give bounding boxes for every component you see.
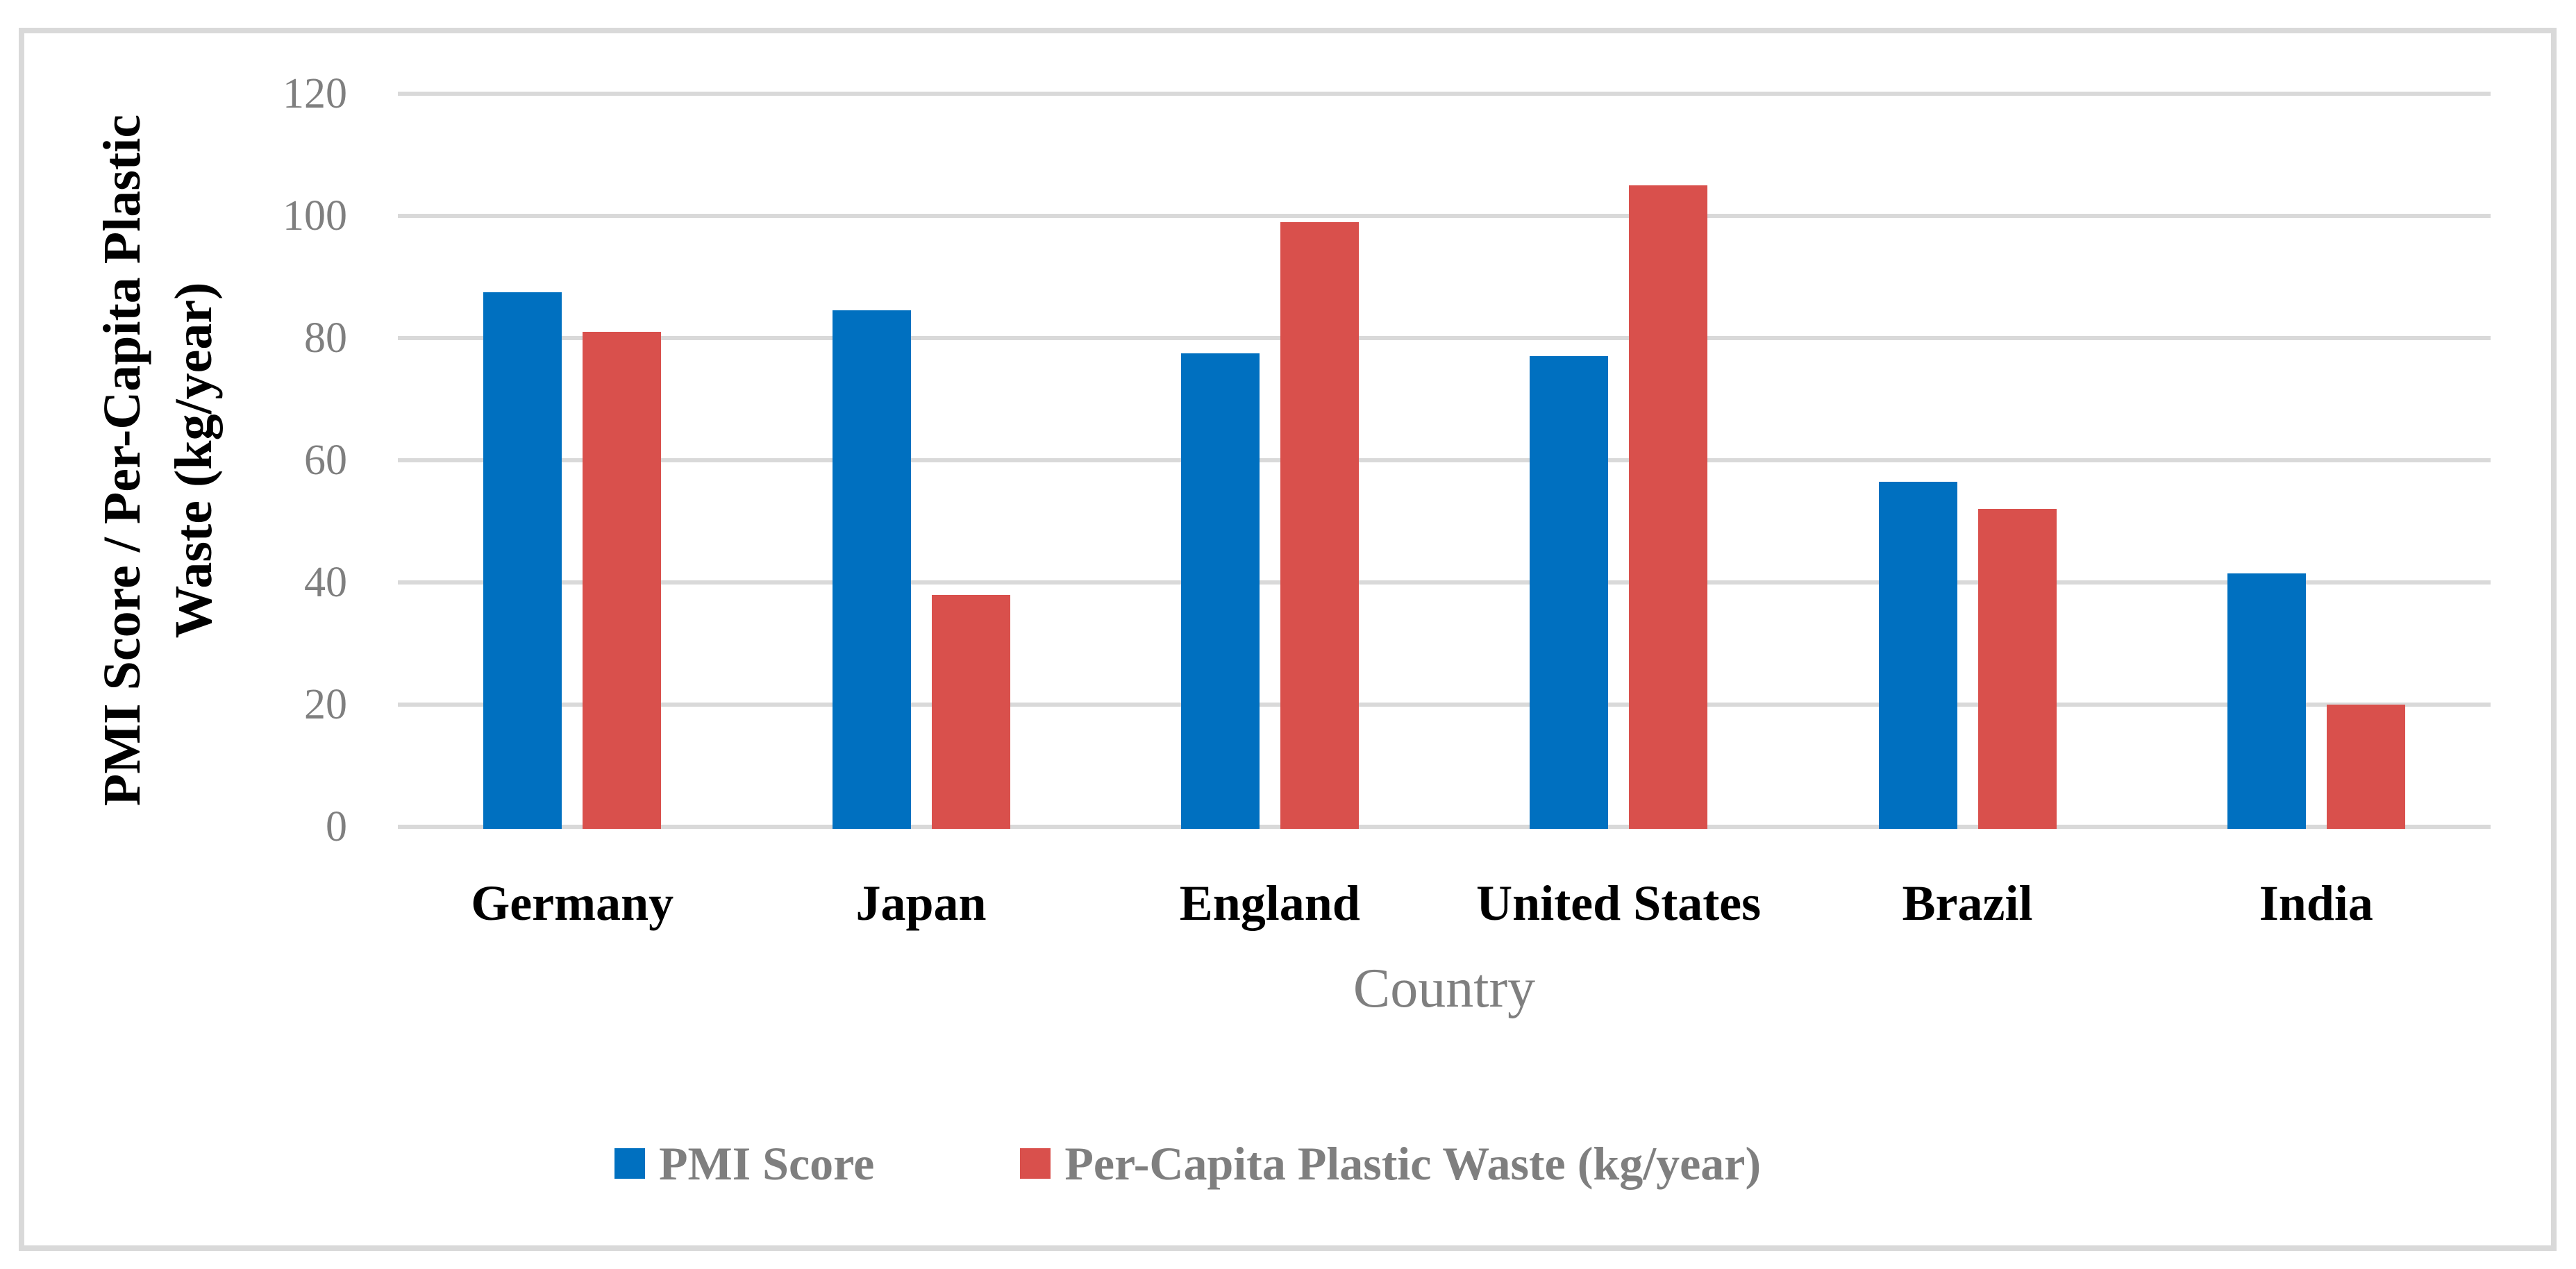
y-tick-label-40: 40 bbox=[304, 559, 347, 606]
gridline-y-60 bbox=[398, 458, 2491, 462]
x-category-label-japan: Japan bbox=[855, 875, 987, 931]
x-category-label-england: England bbox=[1179, 875, 1360, 931]
bar-plastic-waste-germany bbox=[583, 332, 662, 829]
y-tick-label-0: 0 bbox=[326, 803, 347, 850]
bar-pmi-score-germany bbox=[483, 292, 562, 829]
bar-plastic-waste-england bbox=[1280, 221, 1359, 829]
legend-label-pmi-score: PMI Score bbox=[659, 1137, 875, 1190]
bar-pmi-score-india bbox=[2227, 573, 2306, 829]
gridline-y-20 bbox=[398, 703, 2491, 707]
gridline-y-80 bbox=[398, 336, 2491, 340]
legend-item-pmi-score: PMI Score bbox=[614, 1136, 874, 1191]
bar-plastic-waste-india bbox=[2326, 705, 2405, 829]
gridline-y-40 bbox=[398, 580, 2491, 585]
y-tick-label-60: 60 bbox=[304, 437, 347, 484]
y-tick-label-100: 100 bbox=[283, 192, 347, 239]
legend: PMI Score Per-Capita Plastic Waste (kg/y… bbox=[614, 1127, 1761, 1200]
bar-pmi-score-united-states bbox=[1530, 356, 1609, 829]
bar-plastic-waste-united-states bbox=[1629, 185, 1708, 829]
gridline-y-120 bbox=[398, 92, 2491, 96]
y-tick-label-20: 20 bbox=[304, 681, 347, 728]
x-category-label-germany: Germany bbox=[471, 875, 674, 931]
y-tick-label-120: 120 bbox=[283, 70, 347, 117]
bar-plastic-waste-brazil bbox=[1977, 509, 2057, 829]
x-category-label-brazil: Brazil bbox=[1902, 875, 2033, 931]
x-category-label-india: India bbox=[2259, 875, 2373, 931]
bar-pmi-score-england bbox=[1180, 353, 1260, 829]
y-tick-label-80: 80 bbox=[304, 314, 347, 362]
gridline-y-0 bbox=[398, 825, 2491, 829]
legend-swatch-plastic-waste-icon bbox=[1020, 1148, 1051, 1179]
bar-pmi-score-japan bbox=[832, 310, 911, 829]
x-axis-title: Country bbox=[1353, 958, 1536, 1019]
bar-pmi-score-brazil bbox=[1878, 481, 1957, 829]
x-category-label-united-states: United States bbox=[1476, 875, 1762, 931]
legend-label-plastic-waste: Per-Capita Plastic Waste (kg/year) bbox=[1064, 1137, 1762, 1190]
gridline-y-100 bbox=[398, 214, 2491, 218]
bar-plastic-waste-japan bbox=[931, 594, 1010, 829]
legend-swatch-pmi-score-icon bbox=[614, 1148, 645, 1179]
legend-item-plastic-waste: Per-Capita Plastic Waste (kg/year) bbox=[1020, 1136, 1761, 1191]
